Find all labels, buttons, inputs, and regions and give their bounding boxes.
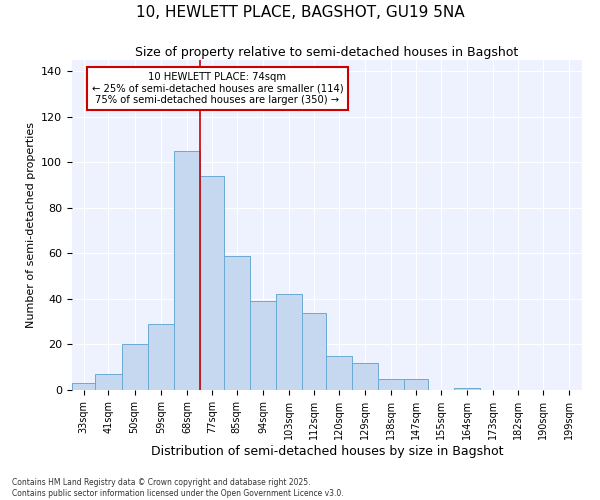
Bar: [326, 356, 352, 390]
Bar: [352, 362, 378, 390]
Bar: [200, 176, 224, 390]
Bar: [302, 312, 326, 390]
Bar: [122, 344, 148, 390]
Bar: [276, 294, 302, 390]
Text: 10 HEWLETT PLACE: 74sqm
← 25% of semi-detached houses are smaller (114)
75% of s: 10 HEWLETT PLACE: 74sqm ← 25% of semi-de…: [92, 72, 343, 105]
Bar: [454, 388, 480, 390]
Bar: [378, 378, 404, 390]
Bar: [95, 374, 122, 390]
Text: 10, HEWLETT PLACE, BAGSHOT, GU19 5NA: 10, HEWLETT PLACE, BAGSHOT, GU19 5NA: [136, 5, 464, 20]
Bar: [224, 256, 250, 390]
Y-axis label: Number of semi-detached properties: Number of semi-detached properties: [26, 122, 35, 328]
Bar: [148, 324, 174, 390]
Bar: [250, 301, 276, 390]
Bar: [72, 383, 95, 390]
Bar: [174, 151, 200, 390]
Bar: [404, 378, 428, 390]
Title: Size of property relative to semi-detached houses in Bagshot: Size of property relative to semi-detach…: [136, 46, 518, 59]
X-axis label: Distribution of semi-detached houses by size in Bagshot: Distribution of semi-detached houses by …: [151, 444, 503, 458]
Text: Contains HM Land Registry data © Crown copyright and database right 2025.
Contai: Contains HM Land Registry data © Crown c…: [12, 478, 344, 498]
